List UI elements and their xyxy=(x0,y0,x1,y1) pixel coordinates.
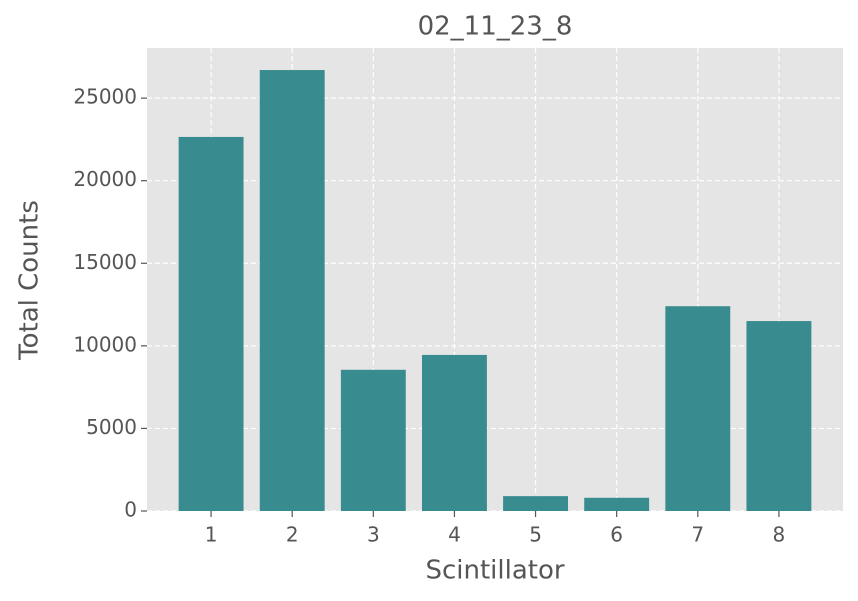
bar xyxy=(259,70,325,512)
bar xyxy=(665,306,731,511)
bar xyxy=(746,321,812,511)
y-tick-label: 20000 xyxy=(73,167,137,191)
chart-title: 02_11_23_8 xyxy=(418,12,573,42)
x-tick-label: 4 xyxy=(448,523,461,547)
x-tick-label: 6 xyxy=(610,523,623,547)
x-tick-label: 1 xyxy=(205,523,218,547)
bar xyxy=(421,354,487,511)
bar xyxy=(584,497,650,511)
y-tick-label: 0 xyxy=(124,498,137,522)
plot-area xyxy=(147,48,843,511)
x-tick-label: 8 xyxy=(773,523,786,547)
x-tick-label: 5 xyxy=(529,523,542,547)
x-tick-label: 3 xyxy=(367,523,380,547)
bar xyxy=(503,496,569,511)
x-axis-label: Scintillator xyxy=(425,556,564,586)
y-tick-label: 15000 xyxy=(73,250,137,274)
x-tick-label: 7 xyxy=(691,523,704,547)
y-axis-label: Total Counts xyxy=(15,200,45,361)
y-tick-label: 5000 xyxy=(86,415,137,439)
y-tick-label: 10000 xyxy=(73,332,137,356)
bar xyxy=(340,369,406,511)
marks xyxy=(178,70,812,512)
x-tick-label: 2 xyxy=(286,523,299,547)
y-tick-label: 25000 xyxy=(73,85,137,109)
bar xyxy=(178,136,244,511)
